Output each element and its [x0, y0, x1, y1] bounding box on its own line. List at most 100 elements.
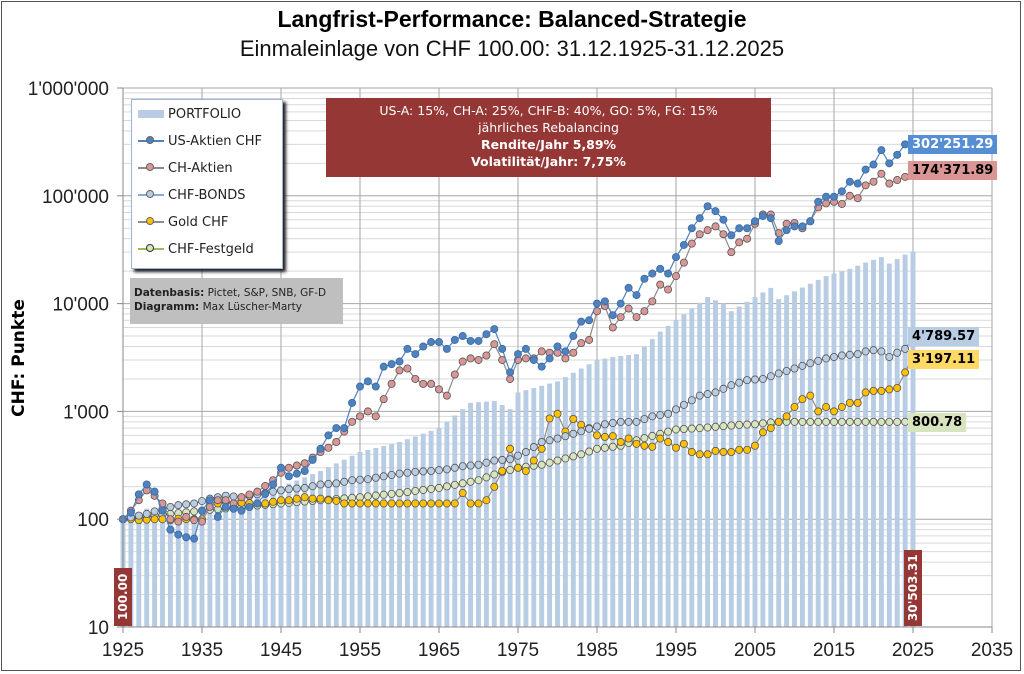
- data-point: [261, 481, 270, 490]
- data-point: [490, 482, 499, 491]
- data-point: [877, 417, 886, 426]
- portfolio-bar: [673, 320, 679, 627]
- data-point: [545, 436, 554, 445]
- portfolio-bar: [547, 383, 553, 627]
- data-point: [687, 224, 696, 233]
- bar-value-label: 30'503.31: [904, 550, 922, 626]
- end-value-label: 174'371.89: [908, 160, 998, 180]
- portfolio-bar: [799, 287, 805, 627]
- source-label: Datenbasis:: [134, 287, 205, 299]
- data-point: [348, 398, 357, 407]
- data-point: [758, 428, 767, 437]
- portfolio-bar: [641, 346, 647, 627]
- data-point: [901, 368, 910, 377]
- data-point: [434, 466, 443, 475]
- data-point: [355, 412, 364, 421]
- data-point: [822, 199, 831, 208]
- data-point: [593, 299, 602, 308]
- data-point: [600, 420, 609, 429]
- data-point: [561, 347, 570, 356]
- data-point: [869, 160, 878, 169]
- data-point: [387, 470, 396, 479]
- data-point: [292, 461, 301, 470]
- data-point: [687, 424, 696, 433]
- data-point: [901, 344, 910, 353]
- portfolio-bar: [910, 251, 916, 627]
- data-point: [790, 402, 799, 411]
- data-point: [506, 374, 515, 383]
- end-value-label: 800.78: [908, 412, 967, 432]
- data-point: [395, 357, 404, 366]
- data-point: [569, 332, 578, 341]
- data-point: [237, 493, 246, 502]
- data-point: [537, 347, 546, 356]
- data-point: [790, 364, 799, 373]
- portfolio-bar: [191, 509, 197, 627]
- data-point: [837, 402, 846, 411]
- data-point: [450, 370, 459, 379]
- data-point: [553, 409, 562, 418]
- data-point: [616, 417, 625, 426]
- data-point: [616, 438, 625, 447]
- data-point: [308, 455, 317, 464]
- data-point: [569, 415, 578, 424]
- data-point: [182, 500, 191, 509]
- data-point: [442, 344, 451, 353]
- data-point: [450, 463, 459, 472]
- data-point: [687, 239, 696, 248]
- data-point: [585, 447, 594, 456]
- data-point: [656, 434, 665, 443]
- data-point: [632, 439, 641, 448]
- data-point: [806, 217, 815, 226]
- data-point: [292, 484, 301, 493]
- return-text: Rendite/Jahr 5,89%: [480, 137, 617, 152]
- data-point: [316, 494, 325, 503]
- data-point: [411, 350, 420, 359]
- data-point: [482, 458, 491, 467]
- data-point: [482, 330, 491, 339]
- x-tick-label: 1985: [576, 640, 618, 661]
- data-point: [893, 417, 902, 426]
- data-point: [434, 338, 443, 347]
- data-point: [450, 499, 459, 508]
- data-point: [656, 280, 665, 289]
- data-point: [490, 470, 499, 479]
- data-point: [190, 516, 199, 525]
- data-point: [490, 325, 499, 334]
- data-point: [363, 475, 372, 484]
- portfolio-bar: [871, 259, 876, 627]
- data-point: [474, 499, 483, 508]
- data-point: [743, 224, 752, 233]
- data-point: [885, 417, 894, 426]
- data-point: [656, 264, 665, 273]
- data-point: [806, 359, 815, 368]
- data-point: [411, 499, 420, 508]
- legend-label: CHF-Festgeld: [168, 241, 254, 257]
- data-point: [237, 506, 246, 515]
- portfolio-bar: [412, 436, 418, 627]
- data-point: [608, 311, 617, 320]
- portfolio-bar: [207, 504, 213, 627]
- data-point: [466, 499, 475, 508]
- data-point: [474, 460, 483, 469]
- data-point: [577, 450, 586, 459]
- legend-item-gold: Gold CHF: [138, 212, 228, 232]
- data-point: [577, 317, 586, 326]
- legend-item-chf-bonds: CHF-BONDS: [138, 185, 245, 205]
- data-point: [695, 230, 704, 239]
- legend-item-portfolio: PORTFOLIO: [138, 104, 241, 124]
- data-point: [735, 378, 744, 387]
- data-point: [427, 484, 436, 493]
- portfolio-bar: [333, 463, 339, 627]
- data-point: [190, 499, 199, 508]
- data-point: [340, 424, 349, 433]
- portfolio-bar: [231, 497, 237, 627]
- data-point: [363, 492, 372, 501]
- data-point: [735, 420, 744, 429]
- portfolio-bar: [444, 421, 450, 627]
- data-point: [893, 176, 902, 185]
- portfolio-bar: [649, 339, 655, 627]
- data-point: [324, 431, 333, 440]
- series-lines: [119, 140, 918, 543]
- data-point: [861, 388, 870, 397]
